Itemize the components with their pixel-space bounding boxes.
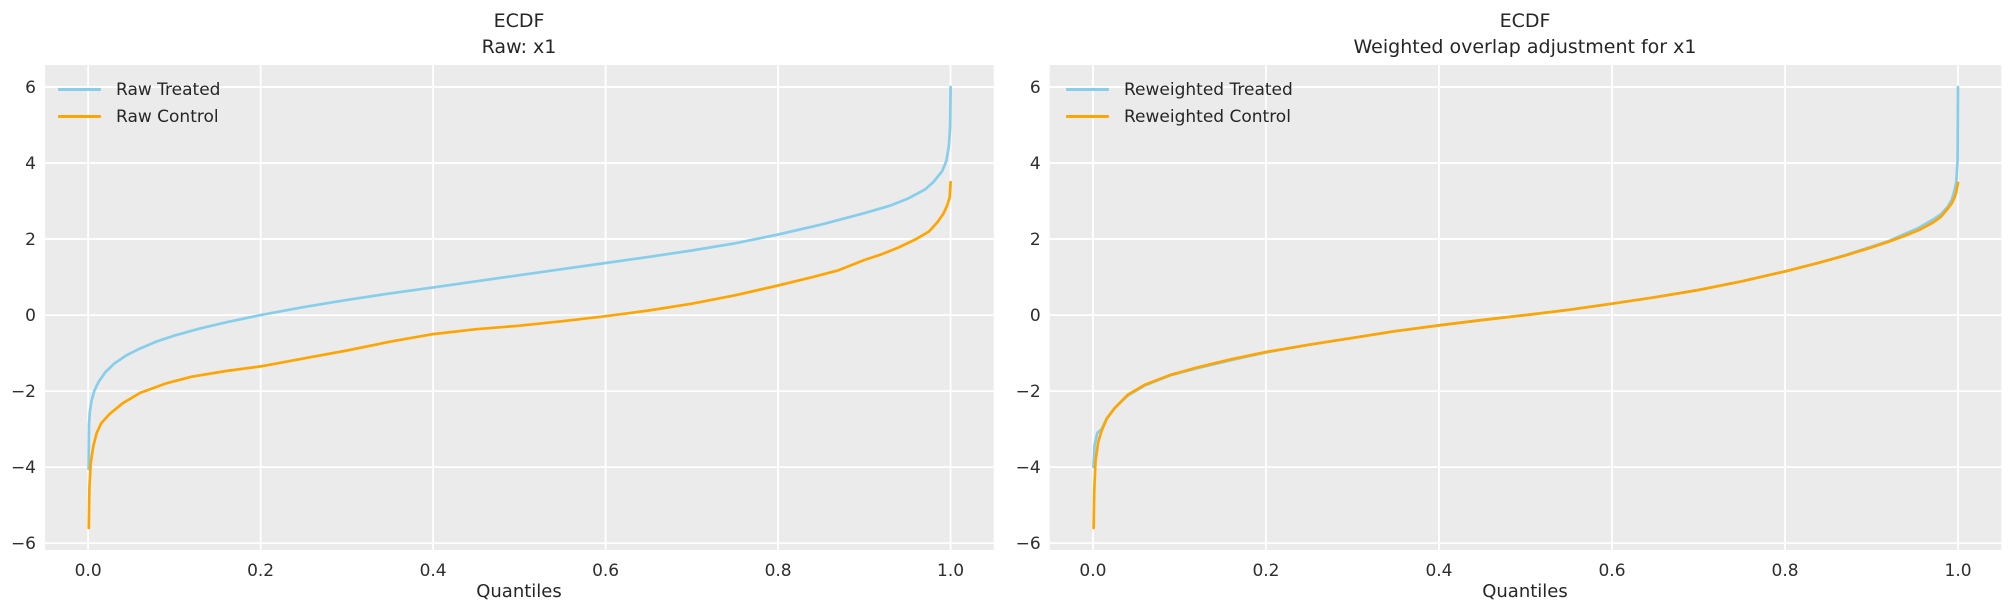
legend-left: Raw Treated Raw Control — [58, 76, 220, 130]
x-tick-label: 0.6 — [592, 561, 619, 581]
y-tick-label: 6 — [1030, 78, 1041, 98]
x-tick-label: 0.0 — [75, 561, 102, 581]
legend-item-reweighted-control: Reweighted Control — [1066, 103, 1293, 130]
axes-background — [1049, 65, 2002, 550]
legend-item-raw-control: Raw Control — [58, 103, 220, 130]
y-tick-label: 6 — [25, 78, 36, 98]
x-tick-label: 0.2 — [1252, 561, 1279, 581]
chart-title-left: ECDF Raw: x1 — [169, 8, 869, 60]
y-tick-label: 4 — [1030, 154, 1041, 174]
axes-background — [45, 65, 994, 550]
y-tick-label: −6 — [11, 534, 36, 554]
legend-right: Reweighted Treated Reweighted Control — [1066, 76, 1293, 130]
chart-title-left-line2: Raw: x1 — [481, 36, 557, 58]
chart-title-right-line2: Weighted overlap adjustment for x1 — [1353, 36, 1697, 58]
legend-label-reweighted-treated: Reweighted Treated — [1124, 79, 1293, 100]
x-tick-label: 1.0 — [1945, 561, 1972, 581]
series-line-raw-control — [87, 180, 952, 530]
x-tick-label: 0.6 — [1598, 561, 1625, 581]
y-tick-label: −2 — [11, 382, 36, 402]
y-tick-label: 4 — [25, 154, 36, 174]
y-tick-label: 2 — [25, 230, 36, 250]
legend-item-reweighted-treated: Reweighted Treated — [1066, 76, 1293, 103]
x-tick-label: 1.0 — [937, 561, 964, 581]
chart-title-right-line1: ECDF — [1499, 10, 1551, 32]
x-tick-label: 0.2 — [247, 561, 274, 581]
legend-line-raw-control — [58, 115, 101, 118]
legend-line-reweighted-control — [1066, 115, 1109, 118]
y-tick-label: −4 — [11, 458, 36, 478]
y-tick-label: −6 — [1016, 534, 1041, 554]
legend-line-raw-treated — [58, 88, 101, 91]
series-line-reweighted-control — [1092, 181, 1960, 530]
x-axis-label-right: Quantiles — [1482, 581, 1568, 602]
legend-item-raw-treated: Raw Treated — [58, 76, 220, 103]
legend-line-reweighted-treated — [1066, 88, 1109, 91]
chart-title-left-line1: ECDF — [493, 10, 545, 32]
y-tick-label: 0 — [25, 306, 36, 326]
y-tick-label: −4 — [1016, 458, 1041, 478]
x-tick-label: 0.8 — [765, 561, 792, 581]
y-tick-label: 2 — [1030, 230, 1041, 250]
x-axis-label-left: Quantiles — [476, 581, 562, 602]
y-tick-label: 0 — [1030, 306, 1041, 326]
x-tick-label: 0.4 — [420, 561, 447, 581]
chart-title-right: ECDF Weighted overlap adjustment for x1 — [1175, 8, 1875, 60]
x-tick-label: 0.8 — [1772, 561, 1799, 581]
legend-label-raw-treated: Raw Treated — [116, 79, 221, 100]
legend-label-reweighted-control: Reweighted Control — [1124, 106, 1291, 127]
y-tick-label: −2 — [1016, 382, 1041, 402]
x-tick-label: 0.4 — [1425, 561, 1452, 581]
x-tick-label: 0.0 — [1079, 561, 1106, 581]
legend-label-raw-control: Raw Control — [116, 106, 219, 127]
series-line-raw-treated — [87, 85, 952, 471]
